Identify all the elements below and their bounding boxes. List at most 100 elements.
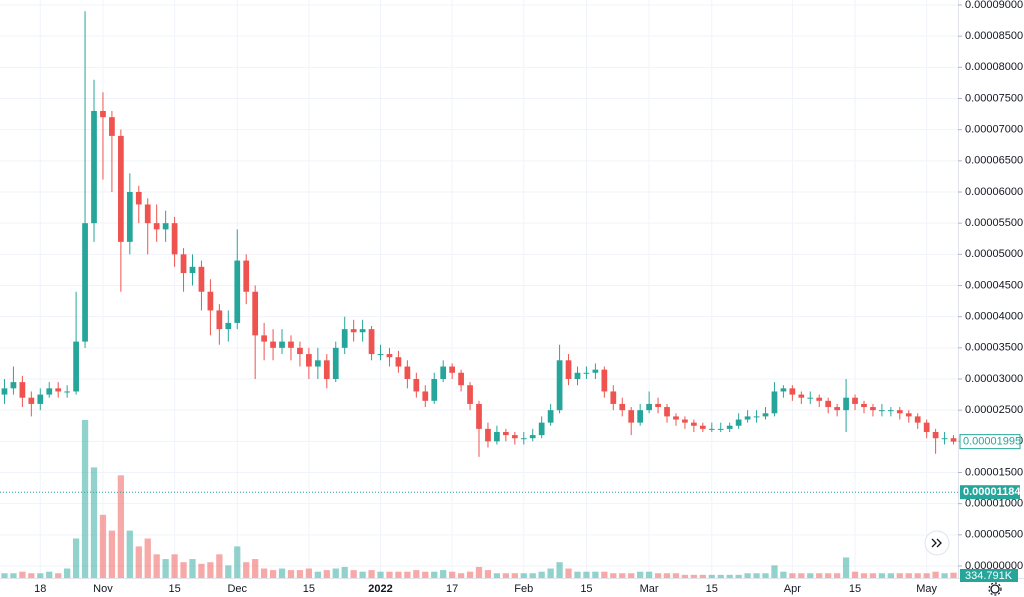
candle-body xyxy=(270,341,276,348)
volume-bar xyxy=(825,573,832,578)
volume-bar xyxy=(869,573,877,578)
candle-body xyxy=(198,266,205,292)
volume-bar xyxy=(860,573,868,578)
y-tick-label: 0.00002500 xyxy=(965,404,1023,416)
candle-body xyxy=(601,369,608,392)
volume-bar xyxy=(350,570,357,578)
candle-body xyxy=(144,204,151,224)
volume-bar xyxy=(950,572,957,578)
candle-body xyxy=(673,416,679,420)
volume-bar xyxy=(807,573,814,578)
x-tick-label: 2022 xyxy=(368,583,392,595)
volume-bar xyxy=(368,570,375,578)
candle-body xyxy=(207,291,214,311)
candle-body xyxy=(431,379,438,401)
y-tick-label: 0.00008000 xyxy=(965,61,1023,73)
x-tick-label: 18 xyxy=(34,583,46,595)
candle-body xyxy=(950,438,957,442)
candle-body xyxy=(825,400,832,408)
volume-bar xyxy=(780,571,787,578)
candle-body xyxy=(37,394,44,404)
scroll-button[interactable] xyxy=(924,530,950,556)
candle-body xyxy=(592,369,599,373)
candle-body xyxy=(628,410,635,423)
candle-body xyxy=(359,329,366,333)
x-tick-label: 15 xyxy=(303,583,315,595)
candle-body xyxy=(664,407,670,417)
scroll-button-circle[interactable] xyxy=(924,530,950,556)
volume-bar xyxy=(55,573,62,578)
volume-bar xyxy=(762,573,769,578)
x-tick-label: Apr xyxy=(784,583,801,595)
volume-bar xyxy=(717,574,724,578)
volume-bar xyxy=(842,557,850,578)
y-tick-label: 0.00004000 xyxy=(965,311,1023,323)
volume-bar xyxy=(323,570,330,578)
y-tick-label: 0.00007000 xyxy=(965,124,1023,136)
candle-body xyxy=(476,403,482,429)
candle-body xyxy=(565,360,572,379)
candle-body xyxy=(879,410,885,412)
candle-body xyxy=(46,388,53,395)
candle-body xyxy=(610,391,617,404)
volume-bar xyxy=(878,573,886,578)
candle-body xyxy=(511,435,518,439)
candle-body xyxy=(341,329,348,348)
volume-bar xyxy=(207,562,214,578)
candle-body xyxy=(171,223,178,255)
candle-body xyxy=(798,394,805,398)
volume-bar xyxy=(574,571,581,578)
candle-body xyxy=(314,360,321,367)
volume-bar xyxy=(37,573,44,578)
volume-bar xyxy=(28,573,35,578)
volume-bar xyxy=(287,570,295,578)
y-tick-label: 0.00000000 xyxy=(965,560,1023,572)
volume-bar xyxy=(914,573,921,578)
volume-bar xyxy=(601,571,608,578)
settings-button[interactable] xyxy=(988,582,1002,596)
candle-body xyxy=(100,110,106,118)
volume-bar xyxy=(466,571,474,578)
y-tick-label: 0.00006000 xyxy=(965,186,1023,198)
volume-bar xyxy=(833,573,841,578)
y-tick-label: 0.00001000 xyxy=(965,498,1023,510)
volume-bar xyxy=(556,562,563,578)
volume-bar xyxy=(851,571,859,578)
volume-bar xyxy=(278,568,286,578)
candle-body xyxy=(440,366,447,379)
candle-body xyxy=(520,438,527,440)
candle-body xyxy=(887,410,894,412)
volume-bar xyxy=(538,571,545,578)
candle-body xyxy=(637,410,644,423)
volume-bar xyxy=(681,574,689,578)
candle-body xyxy=(646,403,652,411)
candle-body xyxy=(816,397,823,401)
volume-bar xyxy=(663,573,671,578)
candle-body xyxy=(896,410,903,414)
candle-body xyxy=(350,329,357,333)
gear-icon[interactable] xyxy=(990,584,1000,594)
candle-body xyxy=(753,416,760,418)
volume-bar xyxy=(404,571,411,578)
candle-body xyxy=(502,431,509,436)
candle-body xyxy=(82,223,88,342)
volume-bar xyxy=(923,573,930,578)
candle-body xyxy=(905,413,912,417)
volume-bar xyxy=(422,571,429,578)
candle-body xyxy=(64,391,71,393)
volume-bar xyxy=(296,570,304,578)
y-tick-label: 0.00005000 xyxy=(965,248,1023,260)
candle-body xyxy=(153,223,160,230)
volume-bar xyxy=(708,574,715,578)
volume-bar xyxy=(484,570,492,578)
volume-bar xyxy=(699,574,706,578)
y-tick-label: 0.00006500 xyxy=(965,155,1023,167)
volume-bar xyxy=(252,559,259,578)
volume-bar xyxy=(99,514,107,578)
volume-bar xyxy=(592,571,599,578)
volume-bar xyxy=(726,574,733,578)
candle-body xyxy=(789,388,796,395)
volume-bar xyxy=(135,546,142,578)
crosshair-label: 0.00001184 xyxy=(963,486,1021,498)
volume-bar xyxy=(529,573,536,578)
